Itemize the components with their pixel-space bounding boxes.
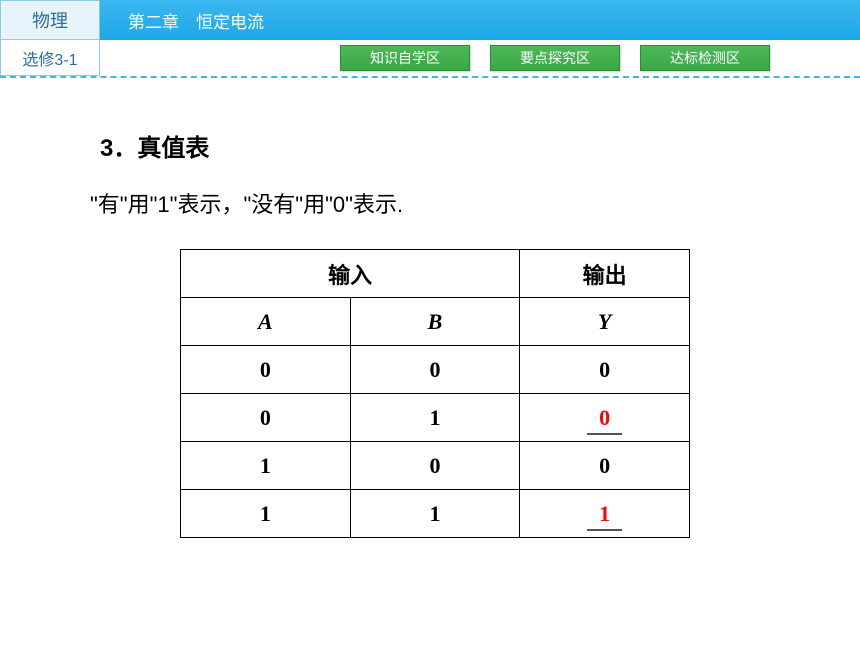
col-header-b: B (350, 298, 520, 346)
table-row: 0 0 0 (181, 346, 690, 394)
sub-header: 选修3-1 知识自学区 要点探究区 达标检测区 (0, 40, 860, 78)
output-header: 输出 (520, 250, 690, 298)
nav-tab-label: 知识自学区 (370, 48, 440, 68)
nav-tab-label: 达标检测区 (670, 48, 740, 68)
section-description: "有"用"1"表示，"没有"用"0"表示. (90, 187, 800, 219)
book-level: 选修3-1 (0, 40, 100, 76)
input-header: 输入 (181, 250, 520, 298)
table-header-row: 输入 输出 (181, 250, 690, 298)
truth-table: 输入 输出 A B Y 0 0 0 0 1 0 1 0 0 1 1 1 (180, 249, 690, 538)
cell-b: 1 (350, 394, 520, 442)
cell-y: 0 (520, 346, 690, 394)
content-area: 3．真值表 "有"用"1"表示，"没有"用"0"表示. 输入 输出 A B Y … (0, 78, 860, 538)
header-bar: 物理 第二章 恒定电流 (0, 0, 860, 40)
nav-tab-label: 要点探究区 (520, 48, 590, 68)
section-title: 3．真值表 (100, 128, 800, 163)
cell-a: 1 (181, 490, 351, 538)
cell-y: 0 (520, 394, 690, 442)
cell-y: 0 (520, 442, 690, 490)
col-header-y: Y (520, 298, 690, 346)
cell-y: 1 (520, 490, 690, 538)
subject-text: 物理 (32, 7, 68, 33)
nav-tab-test[interactable]: 达标检测区 (640, 45, 770, 71)
table-row: 1 1 1 (181, 490, 690, 538)
cell-b: 1 (350, 490, 520, 538)
cell-a: 0 (181, 346, 351, 394)
table-row: 0 1 0 (181, 394, 690, 442)
chapter-title: 第二章 恒定电流 (128, 8, 264, 33)
nav-tabs: 知识自学区 要点探究区 达标检测区 (340, 45, 770, 71)
table-column-row: A B Y (181, 298, 690, 346)
cell-a: 0 (181, 394, 351, 442)
subject-label: 物理 (0, 0, 100, 40)
book-level-text: 选修3-1 (22, 46, 77, 70)
nav-tab-knowledge[interactable]: 知识自学区 (340, 45, 470, 71)
col-header-a: A (181, 298, 351, 346)
cell-b: 0 (350, 442, 520, 490)
table-row: 1 0 0 (181, 442, 690, 490)
cell-a: 1 (181, 442, 351, 490)
nav-tab-points[interactable]: 要点探究区 (490, 45, 620, 71)
cell-b: 0 (350, 346, 520, 394)
